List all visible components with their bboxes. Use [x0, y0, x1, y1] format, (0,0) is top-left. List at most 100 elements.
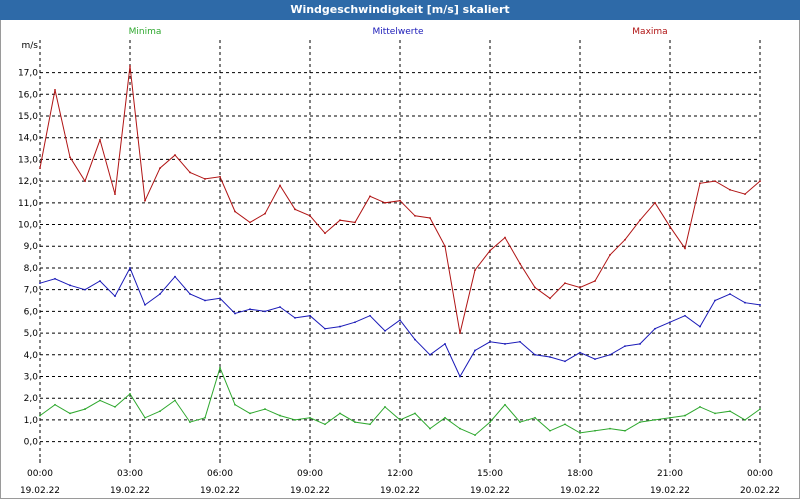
data-point-minima: [114, 405, 116, 408]
data-point-minima: [249, 412, 251, 415]
y-axis-unit-label: m/s: [22, 41, 39, 51]
data-point-maxima: [729, 188, 731, 191]
data-point-mittelwerte: [489, 340, 491, 343]
data-point-mittelwerte: [114, 295, 116, 298]
data-point-mittelwerte: [519, 340, 521, 343]
data-point-minima: [54, 403, 56, 406]
data-point-mittelwerte: [429, 353, 431, 356]
data-point-minima: [684, 414, 686, 417]
data-point-mittelwerte: [234, 312, 236, 315]
data-point-mittelwerte: [744, 301, 746, 304]
data-point-maxima: [84, 180, 86, 183]
data-point-minima: [699, 405, 701, 408]
data-point-mittelwerte: [264, 310, 266, 313]
data-point-minima: [309, 416, 311, 419]
data-point-mittelwerte: [354, 321, 356, 324]
x-tick-time-label: 00:00: [747, 469, 773, 479]
data-point-maxima: [639, 219, 641, 222]
data-point-mittelwerte: [279, 306, 281, 308]
data-point-maxima: [444, 245, 446, 248]
x-tick-time-label: 09:00: [297, 469, 323, 479]
y-tick-label: 11,0: [18, 199, 38, 209]
data-point-minima: [264, 408, 266, 410]
data-point-mittelwerte: [579, 351, 581, 354]
data-point-maxima: [549, 297, 551, 300]
data-point-mittelwerte: [159, 293, 161, 295]
data-point-minima: [489, 421, 491, 423]
x-tick-date-label: 19.02.22: [290, 486, 330, 496]
data-point-maxima: [579, 286, 581, 289]
data-point-minima: [639, 421, 641, 423]
data-point-minima: [624, 429, 626, 432]
data-point-mittelwerte: [474, 349, 476, 352]
data-point-mittelwerte: [84, 288, 86, 291]
data-point-mittelwerte: [189, 293, 191, 295]
data-point-mittelwerte: [729, 293, 731, 295]
data-point-maxima: [339, 219, 341, 222]
data-point-maxima: [519, 262, 521, 265]
y-tick-label: 10,0: [18, 221, 38, 231]
y-tick-label: 17,0: [18, 69, 38, 79]
data-point-mittelwerte: [654, 327, 656, 330]
data-point-mittelwerte: [759, 303, 761, 306]
data-point-mittelwerte: [459, 375, 461, 378]
data-point-maxima: [234, 210, 236, 213]
y-tick-label: 15,0: [18, 112, 38, 122]
data-point-maxima: [249, 221, 251, 224]
x-tick-time-label: 21:00: [657, 469, 683, 479]
data-point-minima: [129, 392, 131, 395]
data-point-mittelwerte: [444, 343, 446, 345]
data-point-minima: [234, 403, 236, 406]
data-point-maxima: [219, 175, 221, 178]
data-point-maxima: [309, 214, 311, 217]
data-point-minima: [519, 421, 521, 423]
x-tick-time-label: 06:00: [207, 469, 233, 479]
x-tick-time-label: 15:00: [477, 469, 503, 479]
data-point-minima: [384, 405, 386, 408]
data-point-mittelwerte: [669, 321, 671, 324]
data-point-maxima: [489, 249, 491, 252]
data-point-minima: [534, 416, 536, 419]
data-point-mittelwerte: [249, 308, 251, 311]
data-point-minima: [69, 412, 71, 415]
data-point-minima: [324, 423, 326, 426]
x-tick-date-label: 19.02.22: [650, 486, 690, 496]
data-point-maxima: [384, 201, 386, 204]
y-tick-label: 5,0: [24, 329, 39, 339]
data-point-mittelwerte: [684, 314, 686, 317]
data-point-mittelwerte: [144, 303, 146, 306]
data-point-minima: [189, 421, 191, 423]
data-point-mittelwerte: [219, 297, 221, 300]
data-point-maxima: [54, 89, 56, 91]
x-tick-date-label: 20.02.22: [740, 486, 780, 496]
data-point-maxima: [189, 171, 191, 174]
y-tick-label: 4,0: [24, 351, 39, 361]
data-point-maxima: [39, 167, 41, 169]
data-point-mittelwerte: [294, 316, 296, 319]
data-point-minima: [99, 399, 101, 402]
data-point-minima: [459, 427, 461, 430]
data-point-mittelwerte: [534, 353, 536, 356]
data-point-mittelwerte: [609, 353, 611, 356]
data-point-maxima: [459, 332, 461, 334]
data-point-maxima: [399, 199, 401, 202]
data-point-maxima: [564, 282, 566, 285]
data-point-minima: [759, 408, 761, 410]
data-point-maxima: [744, 193, 746, 196]
data-point-maxima: [714, 180, 716, 183]
y-tick-label: 7,0: [24, 286, 39, 296]
data-point-maxima: [294, 208, 296, 211]
data-point-maxima: [669, 225, 671, 228]
data-point-mittelwerte: [129, 267, 131, 269]
data-point-maxima: [699, 182, 701, 185]
data-point-maxima: [414, 214, 416, 217]
data-point-minima: [39, 414, 41, 417]
data-point-minima: [744, 419, 746, 421]
data-point-maxima: [114, 193, 116, 196]
data-point-minima: [369, 423, 371, 426]
data-point-minima: [339, 412, 341, 415]
data-point-mittelwerte: [504, 343, 506, 345]
data-point-maxima: [594, 280, 596, 282]
data-point-maxima: [99, 138, 101, 141]
